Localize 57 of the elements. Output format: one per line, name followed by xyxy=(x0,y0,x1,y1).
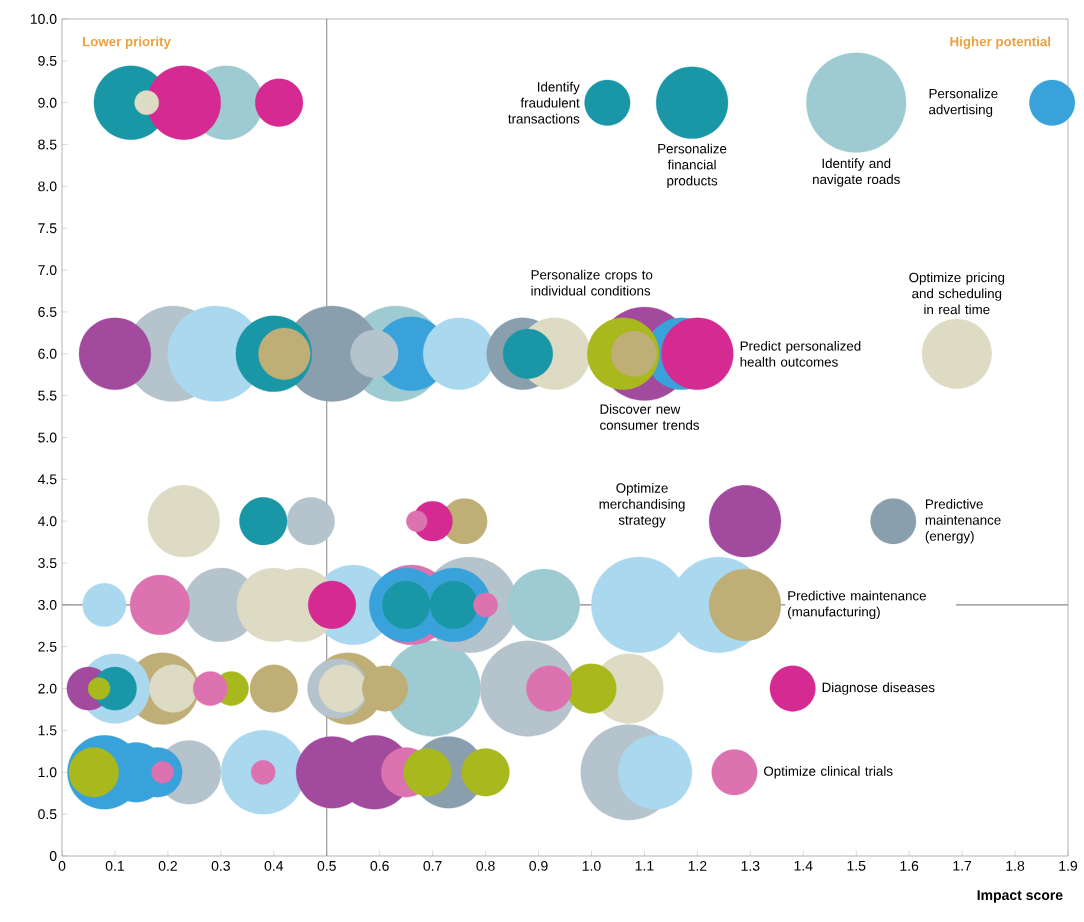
y-tick-label: 5.0 xyxy=(38,432,57,443)
annotation: Optimize merchandising strategy xyxy=(599,482,685,528)
annotation: Personalize crops to individual conditions xyxy=(531,269,653,296)
annotation: Identify fraudulent transactions xyxy=(508,81,580,124)
annotation: Optimize pricing and scheduling in real time xyxy=(909,272,1005,315)
y-tick-label: 8.5 xyxy=(38,139,57,150)
x-tick-label: 0.4 xyxy=(264,860,284,871)
y-tick-label: 5.5 xyxy=(38,390,57,401)
x-tick-label: 0.5 xyxy=(317,860,336,871)
x-tick-label: 0.2 xyxy=(158,860,177,871)
y-tick-label: 9.0 xyxy=(38,97,57,108)
x-tick-label: 0 xyxy=(58,860,66,871)
y-tick-label: 0.5 xyxy=(38,809,57,820)
annotation: Lower priority xyxy=(82,36,171,49)
x-tick-label: 0.9 xyxy=(529,860,548,871)
y-tick-label: 3.0 xyxy=(38,599,57,610)
x-tick-label: 1.9 xyxy=(1059,860,1078,871)
annotation: Identify and navigate roads xyxy=(813,158,900,187)
x-tick-label: 0.7 xyxy=(423,860,442,871)
annotation: Discover new consumer trends xyxy=(600,404,700,430)
y-tick-label: 6.5 xyxy=(38,307,57,317)
x-tick-label: 1.3 xyxy=(741,860,760,871)
annotation: Predictive maintenance (energy) xyxy=(925,498,1001,544)
annotation: Personalize advertising xyxy=(929,88,998,117)
y-tick-label: 7.0 xyxy=(38,265,57,276)
annotation: Predictive maintenance (manufacturing) xyxy=(788,590,926,620)
x-tick-label: 1.2 xyxy=(688,860,707,871)
y-tick-label: 1.5 xyxy=(38,725,57,736)
y-tick-label: 4.5 xyxy=(37,474,57,485)
annotation: Predict personalized health outcomes xyxy=(740,340,861,367)
x-tick-label: 1.1 xyxy=(635,860,654,871)
y-tick-label: 9.5 xyxy=(38,55,57,66)
y-tick-label: 6.0 xyxy=(38,348,57,359)
y-tick-label: 2.5 xyxy=(38,641,57,652)
x-tick-label: 0.6 xyxy=(370,860,389,871)
y-tick-label: 0 xyxy=(49,851,57,861)
x-tick-label: 1.8 xyxy=(1006,860,1025,871)
annotation: Diagnose diseases xyxy=(822,682,935,695)
y-tick-label: 7.5 xyxy=(38,223,57,234)
x-tick-label: 0.8 xyxy=(476,860,495,871)
x-tick-label: 0.3 xyxy=(211,860,230,871)
x-axis-title: Impact score xyxy=(977,890,1063,903)
y-tick-label: 3.5 xyxy=(38,558,57,569)
y-tick-label: 4.0 xyxy=(37,516,57,527)
y-tick-label: 1.0 xyxy=(38,767,57,778)
x-tick-label: 1.4 xyxy=(794,860,813,871)
x-tick-label: 1.5 xyxy=(847,860,866,871)
annotation: Optimize clinical trials xyxy=(764,766,893,779)
y-tick-label: 10.0 xyxy=(30,14,57,24)
annotation: Higher potential xyxy=(950,36,1051,49)
y-tick-label: 8.0 xyxy=(38,181,57,192)
y-tick-label: 2.0 xyxy=(38,683,57,694)
x-tick-label: 1.7 xyxy=(953,860,972,871)
x-tick-label: 1.0 xyxy=(582,860,601,871)
x-tick-label: 0.1 xyxy=(105,860,124,871)
annotation: Personalize financial products xyxy=(658,143,727,189)
x-tick-label: 1.6 xyxy=(900,860,919,871)
